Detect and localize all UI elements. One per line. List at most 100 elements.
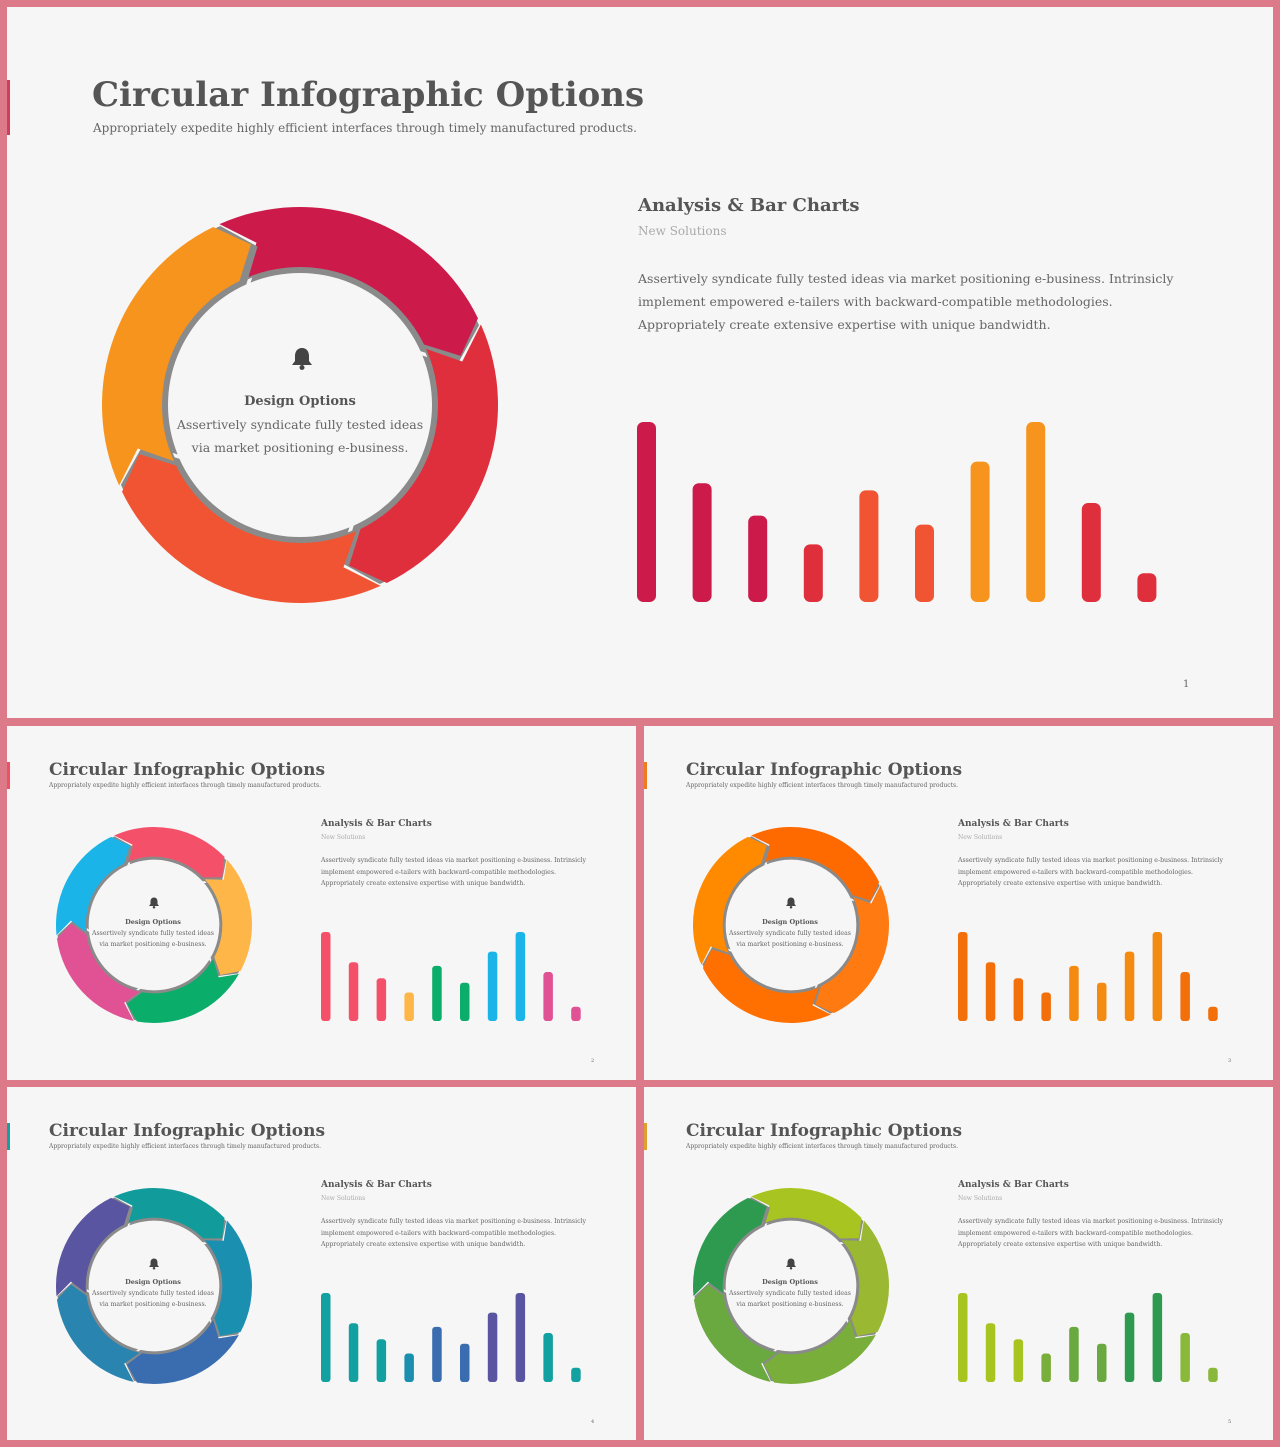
bar-5 — [1069, 966, 1079, 1021]
bar-chart — [321, 1293, 586, 1385]
bell-icon — [148, 1255, 160, 1274]
section-subtitle: New Solutions — [321, 1195, 365, 1202]
bar-1 — [321, 1293, 331, 1382]
bar-7 — [971, 462, 990, 602]
center-title: Design Options — [93, 1278, 213, 1286]
center-text-line-1: Assertively syndicate fully tested ideas — [725, 1290, 855, 1297]
slide-title: Circular Infographic Options — [92, 75, 644, 115]
bar-10 — [571, 1007, 581, 1021]
bar-6 — [460, 983, 470, 1021]
bar-1 — [958, 1293, 968, 1382]
center-text-line-1: Assertively syndicate fully tested ideas — [725, 930, 855, 937]
bar-5 — [1069, 1327, 1079, 1382]
section-title: Analysis & Bar Charts — [638, 195, 860, 216]
slide-title: Circular Infographic Options — [686, 1121, 962, 1141]
slide-accent-bar — [7, 762, 10, 789]
bar-9 — [1180, 972, 1190, 1021]
circular-infographic — [692, 1187, 890, 1385]
slide-subtitle: Appropriately expedite highly efficient … — [49, 1143, 321, 1150]
center-text-line-2: via market positioning e-business. — [170, 440, 430, 455]
bar-chart — [958, 932, 1223, 1024]
bar-10 — [571, 1368, 581, 1382]
slide-title: Circular Infographic Options — [686, 760, 962, 780]
bar-3 — [748, 516, 767, 602]
bar-10 — [1208, 1368, 1218, 1382]
slide-subtitle: Appropriately expedite highly efficient … — [49, 782, 321, 789]
bar-6 — [1097, 983, 1107, 1021]
bar-9 — [543, 972, 553, 1021]
center-text-line-1: Assertively syndicate fully tested ideas — [88, 1290, 218, 1297]
slide-1[interactable]: Circular Infographic Options Appropriate… — [7, 7, 1273, 718]
slide-title: Circular Infographic Options — [49, 760, 325, 780]
bell-icon — [290, 345, 314, 375]
bar-8 — [1153, 1293, 1163, 1382]
ring-segment-4 — [694, 1285, 777, 1382]
slide-accent-bar — [644, 1123, 647, 1150]
slide-subtitle: Appropriately expedite highly efficient … — [93, 121, 637, 135]
center-title: Design Options — [93, 918, 213, 926]
bar-2 — [986, 962, 996, 1021]
bar-2 — [986, 1323, 996, 1382]
bar-5 — [432, 1327, 442, 1382]
bar-7 — [1125, 1313, 1135, 1382]
center-text-line-1: Assertively syndicate fully tested ideas — [170, 417, 430, 432]
bar-3 — [1014, 978, 1024, 1021]
section-subtitle: New Solutions — [958, 834, 1002, 841]
slide-3[interactable]: Circular Infographic Options Appropriate… — [644, 726, 1273, 1080]
section-description: Assertively syndicate fully tested ideas… — [958, 855, 1228, 890]
bar-chart — [958, 1293, 1223, 1385]
center-text-line-2: via market positioning e-business. — [725, 941, 855, 948]
section-title: Analysis & Bar Charts — [321, 819, 432, 829]
bar-5 — [432, 966, 442, 1021]
bar-3 — [1014, 1339, 1024, 1382]
page-number: 2 — [591, 1058, 594, 1064]
bar-7 — [488, 952, 498, 1021]
section-subtitle: New Solutions — [321, 834, 365, 841]
bar-8 — [1153, 932, 1163, 1021]
bar-7 — [488, 1313, 498, 1382]
bell-icon — [148, 894, 160, 913]
section-description: Assertively syndicate fully tested ideas… — [321, 855, 591, 890]
bar-3 — [377, 1339, 387, 1382]
section-description: Assertively syndicate fully tested ideas… — [638, 267, 1178, 336]
slide-5[interactable]: Circular Infographic Options Appropriate… — [644, 1087, 1273, 1440]
section-title: Analysis & Bar Charts — [958, 819, 1069, 829]
circular-infographic — [55, 1187, 253, 1385]
bar-6 — [915, 525, 934, 602]
bar-9 — [543, 1333, 553, 1382]
bar-8 — [516, 932, 526, 1021]
bar-5 — [859, 490, 878, 602]
bar-2 — [349, 962, 359, 1021]
page-number: 5 — [1228, 1419, 1231, 1425]
bar-6 — [460, 1344, 470, 1382]
bar-9 — [1180, 1333, 1190, 1382]
bar-1 — [321, 932, 331, 1021]
page-number: 1 — [1183, 679, 1189, 690]
section-subtitle: New Solutions — [958, 1195, 1002, 1202]
bar-8 — [516, 1293, 526, 1382]
page-number: 3 — [1228, 1058, 1231, 1064]
ring-segment-4 — [57, 1285, 140, 1382]
bar-2 — [349, 1323, 359, 1382]
bar-chart — [637, 422, 1167, 607]
center-text-line-2: via market positioning e-business. — [725, 1301, 855, 1308]
bar-4 — [1041, 1354, 1051, 1382]
section-description: Assertively syndicate fully tested ideas… — [958, 1216, 1228, 1251]
bar-chart — [321, 932, 586, 1024]
slide-accent-bar — [644, 762, 647, 789]
center-title: Design Options — [180, 394, 420, 409]
bar-8 — [1026, 422, 1045, 602]
slide-2[interactable]: Circular Infographic Options Appropriate… — [7, 726, 636, 1080]
bar-3 — [377, 978, 387, 1021]
page-number: 4 — [591, 1419, 594, 1425]
slide-accent-bar — [7, 80, 10, 135]
bar-4 — [1041, 993, 1051, 1021]
bar-10 — [1137, 573, 1156, 602]
bar-7 — [1125, 952, 1135, 1021]
slide-accent-bar — [7, 1123, 10, 1150]
slide-subtitle: Appropriately expedite highly efficient … — [686, 782, 958, 789]
slide-4[interactable]: Circular Infographic Options Appropriate… — [7, 1087, 636, 1440]
center-text-line-2: via market positioning e-business. — [88, 941, 218, 948]
center-text-line-2: via market positioning e-business. — [88, 1301, 218, 1308]
bar-10 — [1208, 1007, 1218, 1021]
